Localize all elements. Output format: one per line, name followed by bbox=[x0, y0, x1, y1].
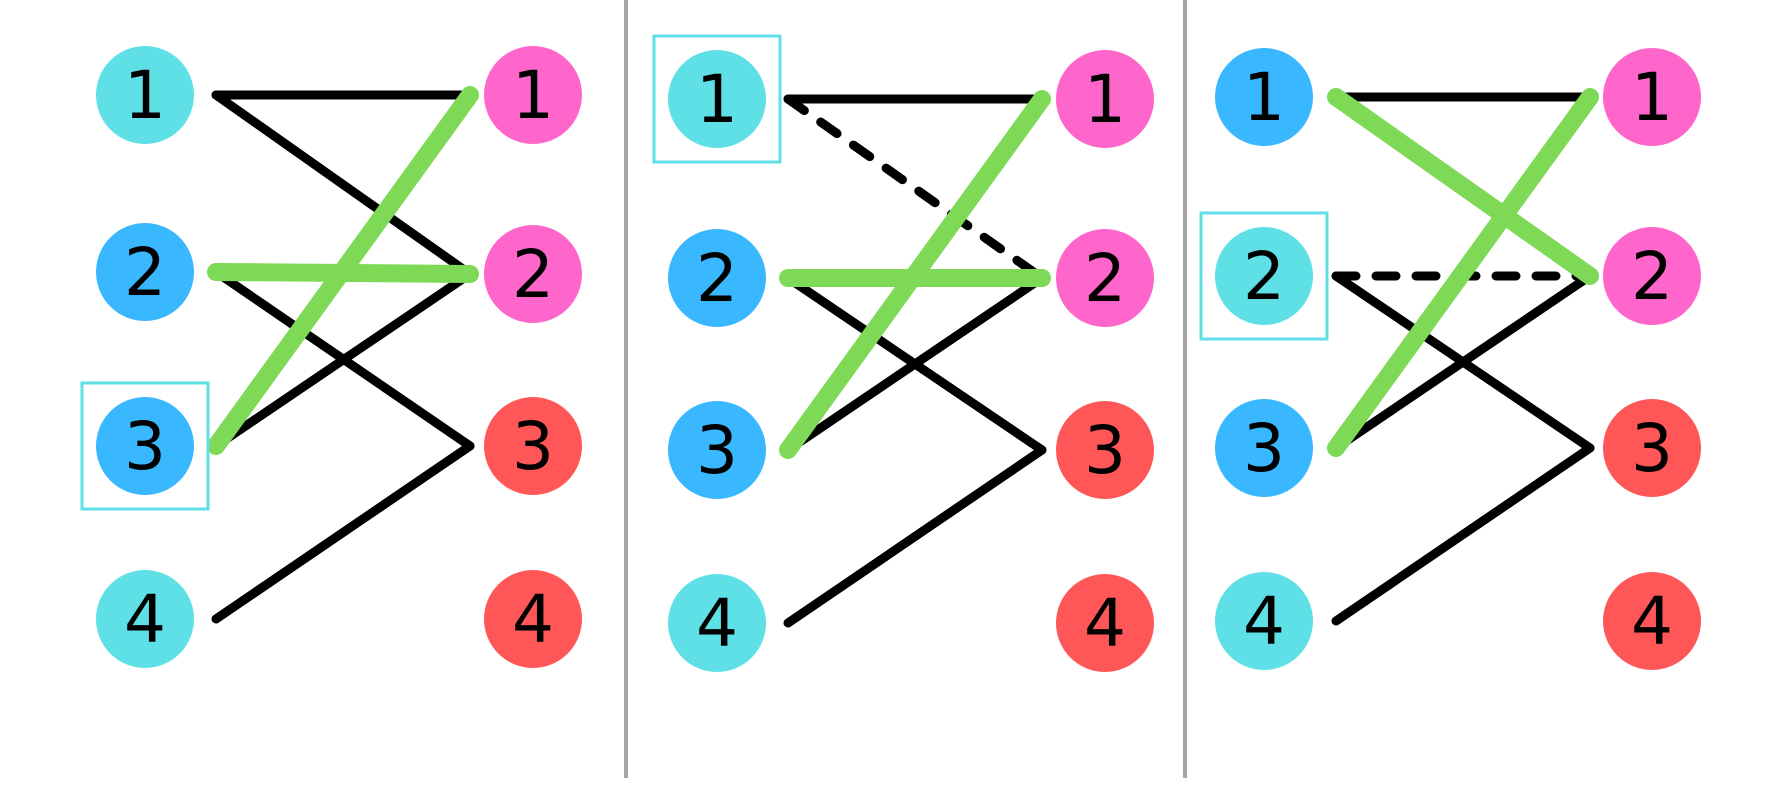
left-node-3-highlight-box bbox=[80, 381, 210, 511]
right-node-2-label: 2 bbox=[1631, 238, 1673, 315]
left-node-2 bbox=[1215, 227, 1313, 325]
right-node-3-label: 3 bbox=[1631, 410, 1673, 487]
edge-3-2 bbox=[211, 269, 475, 451]
left-node-3-label: 3 bbox=[124, 408, 166, 485]
left-node-1-label: 1 bbox=[1243, 59, 1285, 136]
right-node-4 bbox=[1056, 574, 1154, 672]
left-node-2 bbox=[668, 229, 766, 327]
left-node-4 bbox=[668, 574, 766, 672]
edge-4-3 bbox=[783, 445, 1047, 628]
right-node-2 bbox=[1056, 229, 1154, 327]
right-node-3 bbox=[1603, 399, 1701, 497]
right-node-4 bbox=[1603, 572, 1701, 670]
left-node-3-label: 3 bbox=[1243, 410, 1285, 487]
right-node-4 bbox=[484, 570, 582, 668]
left-node-4-label: 4 bbox=[1243, 583, 1285, 660]
right-node-1 bbox=[484, 46, 582, 144]
right-node-2-label: 2 bbox=[512, 236, 554, 313]
right-node-3-label: 3 bbox=[1084, 412, 1126, 489]
left-node-4 bbox=[1215, 572, 1313, 670]
left-node-4-label: 4 bbox=[696, 585, 738, 662]
edge-1-2 bbox=[211, 90, 475, 279]
left-node-2-label: 2 bbox=[124, 234, 166, 311]
matched-edge-1-2 bbox=[1327, 88, 1599, 285]
edge-3-2 bbox=[783, 273, 1047, 455]
left-node-1-label: 1 bbox=[696, 61, 738, 138]
dashed-edge-1-2 bbox=[783, 94, 1047, 283]
right-node-2 bbox=[1603, 227, 1701, 325]
left-node-3 bbox=[668, 401, 766, 499]
right-node-1-label: 1 bbox=[1084, 61, 1126, 138]
left-node-3 bbox=[1215, 399, 1313, 497]
panel-2: 1 2 3 4 1 2 3 4 bbox=[652, 34, 1154, 672]
panel-1: 1 2 3 4 1 2 3 4 bbox=[80, 46, 582, 668]
right-node-3 bbox=[484, 397, 582, 495]
right-node-4-label: 4 bbox=[1084, 585, 1126, 662]
left-node-1 bbox=[1215, 48, 1313, 146]
matched-edge-3-1 bbox=[1327, 88, 1599, 457]
edge-3-2 bbox=[1331, 271, 1595, 453]
right-node-4-label: 4 bbox=[512, 581, 554, 658]
right-node-3 bbox=[1056, 401, 1154, 499]
right-node-4-label: 4 bbox=[1631, 583, 1673, 660]
panel-3: 1 2 3 4 1 2 3 4 bbox=[1199, 48, 1701, 670]
left-node-4-label: 4 bbox=[124, 581, 166, 658]
edge-4-3 bbox=[211, 441, 475, 624]
left-node-2-label: 2 bbox=[696, 240, 738, 317]
right-node-1-label: 1 bbox=[512, 57, 554, 134]
right-node-3-label: 3 bbox=[512, 408, 554, 485]
right-node-1 bbox=[1603, 48, 1701, 146]
left-node-1-highlight-box bbox=[652, 34, 782, 164]
left-node-2 bbox=[96, 223, 194, 321]
right-node-1-label: 1 bbox=[1631, 59, 1673, 136]
right-node-2-label: 2 bbox=[1084, 240, 1126, 317]
left-node-3 bbox=[96, 397, 194, 495]
matched-edge-3-1 bbox=[207, 86, 479, 455]
matched-edge-3-1 bbox=[779, 90, 1051, 459]
left-node-1 bbox=[96, 46, 194, 144]
edge-4-3 bbox=[1331, 443, 1595, 626]
left-node-2-label: 2 bbox=[1243, 238, 1285, 315]
left-node-4 bbox=[96, 570, 194, 668]
left-node-1-label: 1 bbox=[124, 57, 166, 134]
left-node-2-highlight-box bbox=[1199, 211, 1329, 341]
left-node-1 bbox=[668, 50, 766, 148]
right-node-1 bbox=[1056, 50, 1154, 148]
left-node-3-label: 3 bbox=[696, 412, 738, 489]
right-node-2 bbox=[484, 225, 582, 323]
